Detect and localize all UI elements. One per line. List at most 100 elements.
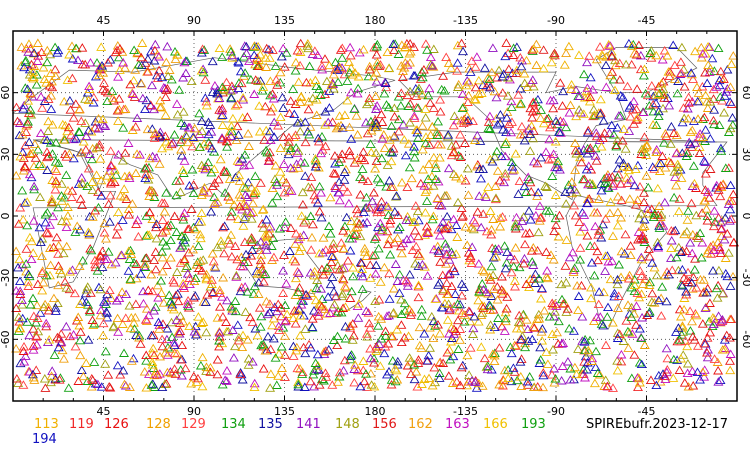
observation-marker-119 <box>230 241 241 250</box>
observation-marker-128 <box>189 123 200 133</box>
observation-marker-194 <box>184 181 195 190</box>
observation-marker-156 <box>413 249 424 258</box>
observation-marker-141 <box>443 163 454 173</box>
observation-marker-193 <box>353 83 364 93</box>
observation-marker-194 <box>629 180 640 190</box>
observation-marker-194 <box>324 103 335 112</box>
observation-marker-166 <box>509 276 520 285</box>
observation-marker-135 <box>102 289 113 299</box>
observation-marker-166 <box>652 183 663 193</box>
observation-marker-135 <box>389 207 400 216</box>
observation-marker-194 <box>647 162 658 171</box>
observation-marker-162 <box>531 39 542 49</box>
observation-marker-119 <box>192 373 203 383</box>
observation-marker-166 <box>456 173 467 183</box>
observation-marker-119 <box>343 256 353 265</box>
observation-marker-141 <box>149 104 159 114</box>
observation-marker-128 <box>242 335 253 344</box>
observation-marker-113 <box>473 295 484 305</box>
observation-marker-126 <box>541 114 552 123</box>
observation-marker-134 <box>317 131 327 141</box>
observation-marker-193 <box>188 188 199 198</box>
observation-marker-163 <box>409 111 420 120</box>
observation-marker-166 <box>515 324 526 333</box>
observation-marker-156 <box>583 125 594 135</box>
observation-marker-119 <box>219 248 230 258</box>
observation-marker-166 <box>195 233 206 243</box>
observation-marker-128 <box>237 342 248 352</box>
observation-marker-113 <box>648 119 659 129</box>
observation-marker-141 <box>198 64 209 73</box>
observation-marker-134 <box>536 105 546 114</box>
observation-marker-134 <box>70 227 81 236</box>
observation-marker-156 <box>424 140 435 149</box>
observation-marker-162 <box>37 266 48 275</box>
observation-marker-126 <box>214 341 225 351</box>
observation-marker-134 <box>383 102 394 112</box>
observation-marker-193 <box>214 336 225 345</box>
observation-marker-134 <box>50 157 61 166</box>
observation-marker-156 <box>688 381 699 390</box>
legend-item: 194 <box>32 432 57 447</box>
right-latitude-label: -60 <box>740 330 750 348</box>
observation-marker-162 <box>456 115 467 125</box>
observation-marker-134 <box>73 127 84 136</box>
observation-marker-113 <box>553 232 564 241</box>
observation-marker-156 <box>562 304 573 313</box>
observation-marker-129 <box>204 187 214 197</box>
observation-marker-166 <box>430 294 441 303</box>
observation-marker-194 <box>707 53 718 63</box>
observation-marker-162 <box>76 148 87 157</box>
observation-marker-129 <box>656 311 667 320</box>
observation-marker-113 <box>676 173 687 182</box>
observation-marker-134 <box>394 222 405 231</box>
observation-marker-148 <box>405 86 415 96</box>
observation-marker-128 <box>188 244 198 254</box>
observation-marker-126 <box>157 228 168 237</box>
observation-marker-119 <box>413 231 424 241</box>
observation-marker-119 <box>97 246 108 256</box>
observation-marker-162 <box>693 88 704 97</box>
observation-marker-148 <box>225 86 236 95</box>
observation-marker-129 <box>317 61 327 70</box>
observation-marker-193 <box>255 322 266 331</box>
observation-marker-135 <box>677 281 688 290</box>
observation-marker-166 <box>578 109 589 118</box>
observation-marker-119 <box>68 113 79 122</box>
observation-marker-193 <box>602 312 613 321</box>
observation-marker-166 <box>461 380 472 390</box>
observation-marker-135 <box>200 297 211 307</box>
observation-marker-126 <box>455 380 466 390</box>
observation-marker-163 <box>457 89 468 99</box>
observation-marker-163 <box>579 210 590 219</box>
observation-marker-128 <box>649 298 660 307</box>
observation-marker-119 <box>112 221 123 231</box>
observation-marker-113 <box>96 175 107 185</box>
observation-marker-141 <box>472 130 483 140</box>
observation-marker-134 <box>49 350 60 359</box>
observation-marker-194 <box>68 153 79 163</box>
observation-marker-126 <box>234 201 245 211</box>
observation-marker-119 <box>415 74 426 83</box>
observation-marker-141 <box>337 63 347 72</box>
observation-marker-113 <box>15 323 26 333</box>
observation-marker-128 <box>98 68 109 77</box>
observation-marker-194 <box>688 116 699 125</box>
observation-marker-148 <box>719 108 730 117</box>
observation-marker-113 <box>573 305 584 315</box>
observation-marker-163 <box>530 210 541 220</box>
coastlines <box>12 47 728 330</box>
observation-marker-119 <box>646 53 657 62</box>
observation-marker-129 <box>69 288 80 298</box>
observation-marker-126 <box>585 143 596 152</box>
observation-marker-162 <box>417 121 428 130</box>
observation-marker-113 <box>137 38 148 47</box>
observation-marker-141 <box>174 329 185 338</box>
observation-marker-126 <box>722 229 733 238</box>
observation-marker-163 <box>375 218 386 228</box>
observation-marker-163 <box>555 128 566 137</box>
observation-marker-194 <box>34 222 45 232</box>
observation-marker-148 <box>650 90 661 100</box>
observation-marker-194 <box>702 78 713 87</box>
observation-marker-134 <box>240 68 251 77</box>
